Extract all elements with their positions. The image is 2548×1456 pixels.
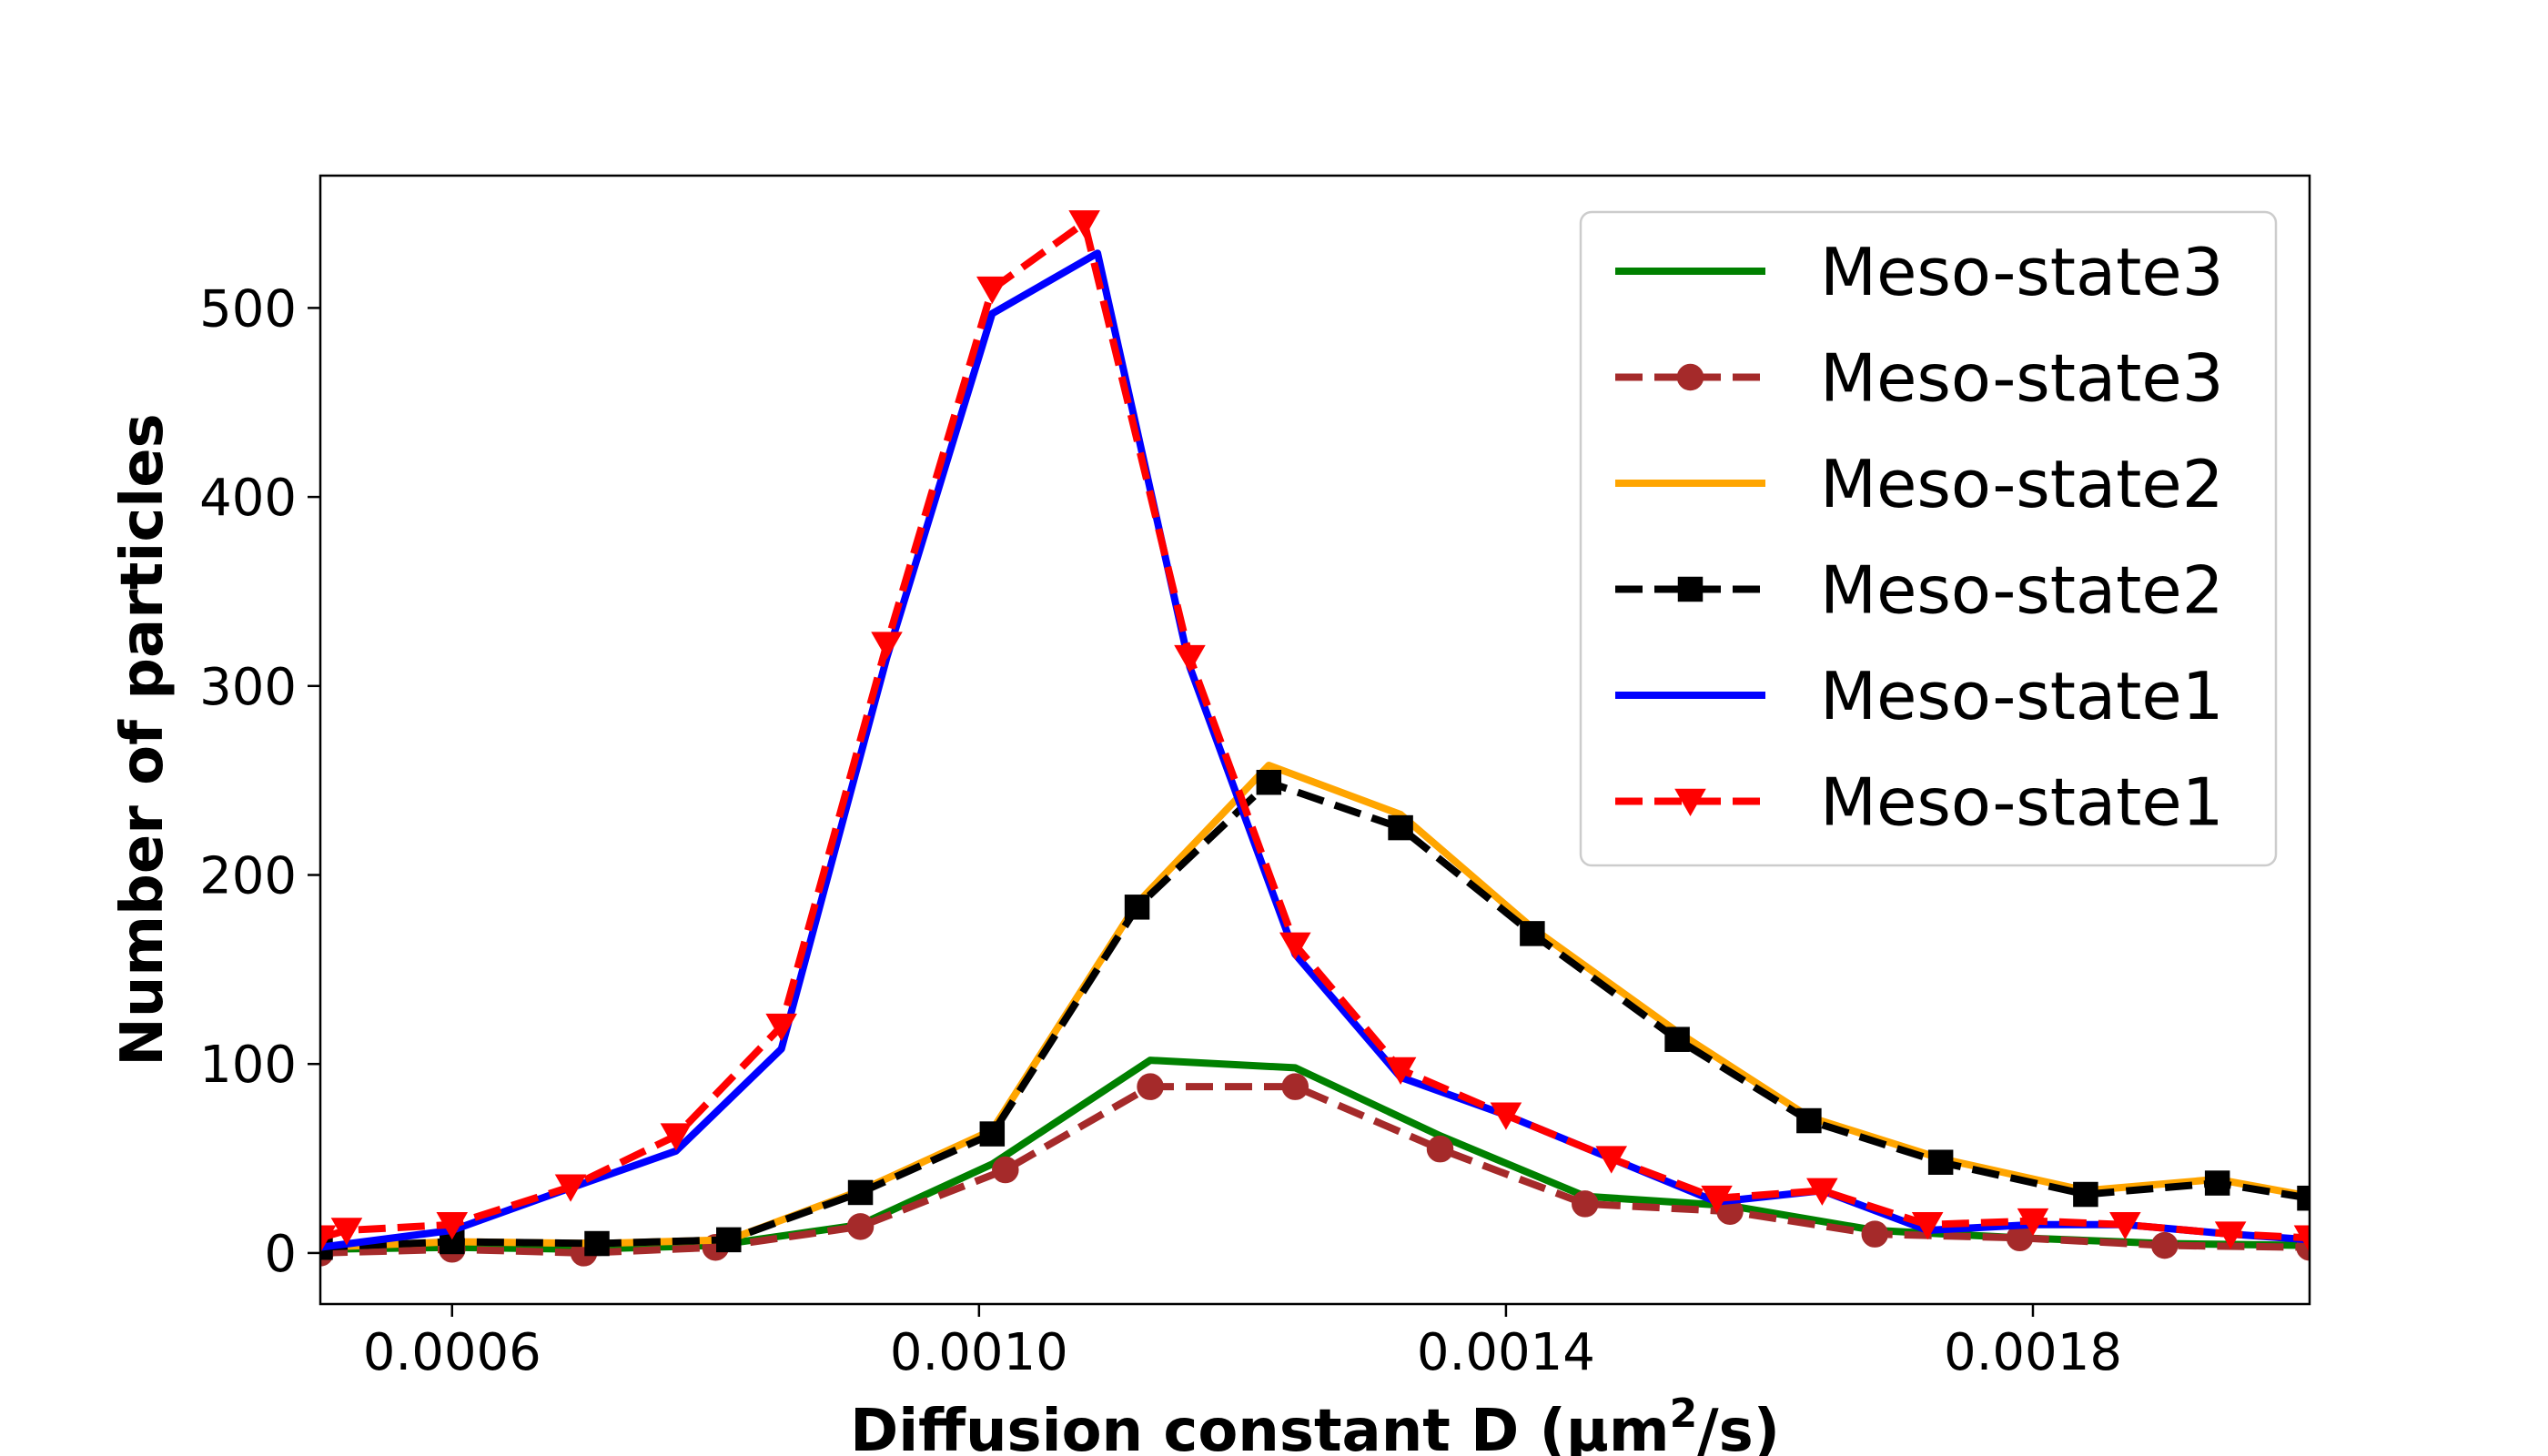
data-point bbox=[1927, 1149, 1954, 1175]
data-point bbox=[847, 1179, 874, 1206]
series-6 bbox=[320, 210, 2310, 1253]
data-point bbox=[1174, 644, 1206, 673]
data-point bbox=[1520, 921, 1545, 946]
data-point bbox=[1796, 1107, 1822, 1134]
series-line bbox=[320, 762, 2310, 1251]
legend-item: Meso-state3 bbox=[1615, 340, 2224, 417]
legend-marker bbox=[1674, 788, 1706, 817]
series-line bbox=[320, 778, 2310, 1251]
x-axis-label-unit: μm bbox=[1566, 1398, 1670, 1456]
series-1 bbox=[320, 1057, 2310, 1253]
series-line bbox=[320, 249, 2310, 1251]
data-point bbox=[716, 1227, 742, 1253]
data-point bbox=[1279, 932, 1311, 960]
x-axis-label-text: Diffusion constant D ( bbox=[850, 1398, 1566, 1456]
legend-marker bbox=[1677, 576, 1704, 602]
x-axis-label-end: /s) bbox=[1697, 1398, 1780, 1456]
y-tick-label: 400 bbox=[199, 469, 297, 528]
data-point bbox=[1572, 1190, 1599, 1218]
y-tick-label: 300 bbox=[199, 658, 297, 717]
legend-item: Meso-state2 bbox=[1615, 446, 2224, 522]
x-axis-label: Diffusion constant D (μm2/s) bbox=[850, 1390, 1780, 1456]
data-point bbox=[1256, 769, 1282, 795]
data-point bbox=[979, 1121, 1006, 1147]
data-point bbox=[1426, 1135, 1454, 1163]
x-axis-label-superscript: 2 bbox=[1670, 1390, 1698, 1437]
data-point bbox=[1281, 1073, 1309, 1100]
legend: Meso-state3 Meso-state3 Meso-state2 Meso-st… bbox=[1579, 210, 2278, 867]
y-tick-label: 0 bbox=[264, 1225, 297, 1284]
y-tick-label: 500 bbox=[199, 279, 297, 339]
x-tick-label: 0.0018 bbox=[1944, 1323, 2122, 1382]
series-layer bbox=[320, 210, 2310, 1267]
x-tick-label: 0.0006 bbox=[363, 1323, 541, 1382]
legend-label: Meso-state3 bbox=[1820, 340, 2224, 417]
y-tick-label: 200 bbox=[199, 847, 297, 906]
series-line bbox=[320, 1057, 2310, 1253]
data-point bbox=[660, 1123, 693, 1151]
data-point bbox=[584, 1230, 610, 1257]
y-axis: 0 100 200 300 400 500 bbox=[199, 279, 320, 1284]
data-point bbox=[992, 1156, 1019, 1184]
y-axis-label: Number of particles bbox=[109, 413, 177, 1066]
data-point bbox=[2017, 1208, 2049, 1237]
legend-label: Meso-state2 bbox=[1820, 552, 2224, 629]
data-point bbox=[2151, 1231, 2179, 1259]
data-point bbox=[2297, 1185, 2310, 1211]
data-point bbox=[846, 1213, 875, 1240]
data-point bbox=[1124, 895, 1150, 920]
series-5 bbox=[320, 249, 2310, 1251]
plot-frame bbox=[318, 174, 2311, 1306]
data-point bbox=[1068, 210, 1100, 238]
data-point bbox=[320, 1225, 337, 1253]
legend-label: Meso-state1 bbox=[1820, 658, 2224, 734]
legend-label: Meso-state1 bbox=[1820, 764, 2224, 841]
data-point bbox=[436, 1212, 469, 1240]
legend-item: Meso-state1 bbox=[1615, 764, 2224, 841]
data-point bbox=[871, 632, 903, 660]
data-point bbox=[1701, 1185, 1733, 1214]
series-3 bbox=[320, 762, 2310, 1251]
data-point bbox=[1490, 1102, 1522, 1130]
data-point bbox=[2204, 1170, 2230, 1196]
data-point bbox=[1664, 1026, 1690, 1052]
data-point bbox=[1384, 1057, 1417, 1085]
data-point bbox=[1861, 1220, 1889, 1248]
data-point bbox=[2214, 1221, 2247, 1249]
legend-item: Meso-state1 bbox=[1615, 658, 2224, 734]
data-point bbox=[1595, 1146, 1628, 1174]
data-point bbox=[2073, 1181, 2098, 1208]
y-tick-label: 100 bbox=[199, 1036, 297, 1095]
data-point bbox=[976, 276, 1008, 305]
x-axis: 0.0006 0.0010 0.0014 0.0018 bbox=[363, 1304, 2122, 1382]
data-point bbox=[2293, 1225, 2310, 1253]
data-point bbox=[330, 1218, 363, 1246]
legend-item: Meso-state2 bbox=[1615, 552, 2224, 629]
data-point bbox=[554, 1174, 587, 1202]
x-tick-label: 0.0014 bbox=[1417, 1323, 1595, 1382]
data-point bbox=[1806, 1178, 1838, 1206]
legend-marker bbox=[1676, 363, 1704, 391]
x-tick-label: 0.0010 bbox=[890, 1323, 1068, 1382]
data-point bbox=[2109, 1212, 2141, 1240]
legend-label: Meso-state3 bbox=[1820, 234, 2224, 310]
legend-label: Meso-state2 bbox=[1820, 446, 2224, 522]
data-point bbox=[1137, 1073, 1164, 1100]
legend-item: Meso-state3 bbox=[1615, 234, 2224, 310]
data-point bbox=[765, 1013, 797, 1042]
data-point bbox=[1388, 814, 1413, 841]
data-point bbox=[1911, 1212, 1944, 1240]
